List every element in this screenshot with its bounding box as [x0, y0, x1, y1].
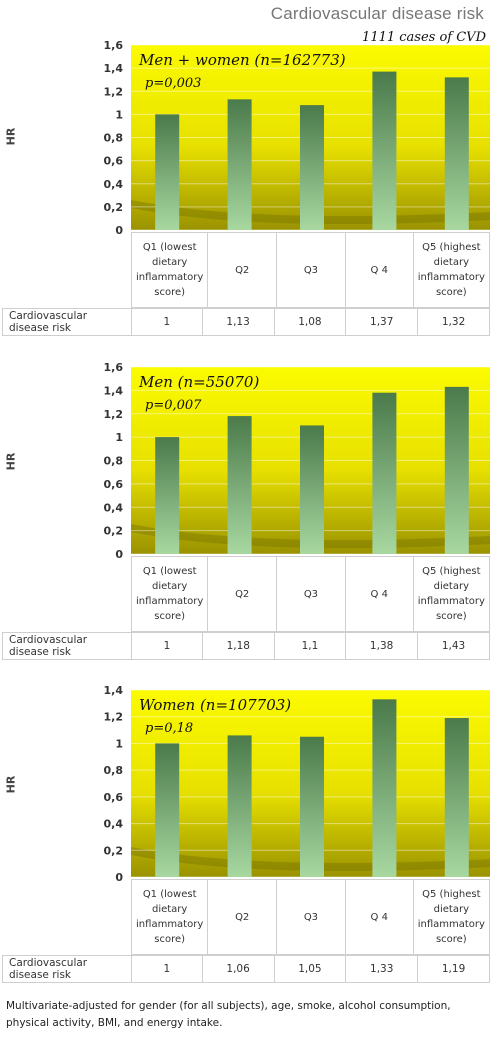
y-axis-label: HR — [4, 452, 18, 471]
value-cell: 1 — [130, 308, 203, 336]
category-label: Q3 — [276, 232, 346, 308]
row-label: Cardiovascular disease risk — [2, 955, 132, 983]
background-sheen — [131, 200, 490, 224]
y-tick-label: 1 — [115, 737, 123, 750]
y-tick-label: 0 — [115, 224, 123, 237]
y-tick-label: 0,8 — [104, 764, 124, 777]
y-tick-label: 0,6 — [104, 478, 124, 491]
series-annotation: Women (n=107703) — [139, 696, 291, 714]
bar-1 — [155, 114, 180, 230]
y-axis-label: HR — [4, 127, 18, 146]
value-cell: 1,19 — [417, 955, 490, 983]
chart-svg-2: 0 0,2 0,4 0,6 0,8 1 1,2 1,4 1,6 Men (n=55070) p=0,… — [104, 361, 490, 560]
bar-2 — [227, 735, 252, 877]
row-label: Cardiovascular disease risk — [2, 308, 132, 336]
y-tick-label: 0,2 — [104, 525, 124, 538]
bar-3 — [300, 736, 324, 877]
bar-5 — [444, 386, 469, 554]
y-tick-label: 1,4 — [104, 684, 124, 697]
value-cell: 1,05 — [273, 955, 347, 983]
bar-4 — [372, 699, 397, 877]
bar-1 — [155, 743, 180, 877]
p-value-annotation: p=0,18 — [145, 721, 193, 736]
series-annotation: Men + women (n=162773) — [138, 51, 346, 69]
y-tick-label: 0,8 — [104, 455, 124, 468]
category-label: Q2 — [207, 556, 278, 632]
p-value-annotation: p=0,007 — [145, 398, 202, 413]
footnote: Multivariate-adjusted for gender (for al… — [6, 1000, 451, 1029]
category-label: Q2 — [207, 879, 278, 955]
series-annotation: Men (n=55070) — [138, 373, 259, 391]
background-sheen — [131, 524, 490, 548]
y-tick-label: 1 — [115, 431, 123, 444]
category-label: Q5 (highest dietary inflammatory score) — [412, 232, 490, 308]
y-tick-label: 0,4 — [104, 818, 124, 831]
y-tick-label: 0,4 — [104, 501, 124, 514]
y-tick-label: 1,4 — [104, 384, 124, 397]
bar-5 — [444, 718, 469, 877]
chart-svg-3: 0 0,2 0,4 0,6 0,8 1 1,2 1,4 Women (n=107703) p=0,… — [104, 684, 490, 884]
value-cell: 1,13 — [201, 308, 275, 336]
category-table: Q1 (lowest dietary inflammatory score) Q… — [130, 556, 490, 632]
y-tick-label: 0 — [115, 548, 123, 560]
bar-4 — [372, 392, 397, 554]
category-label: Q 4 — [344, 879, 414, 955]
bar-3 — [300, 105, 324, 230]
category-label: Q2 — [207, 232, 278, 308]
value-cell: 1 — [130, 955, 203, 983]
y-tick-label: 0,2 — [104, 201, 124, 214]
value-cell: 1,1 — [273, 632, 347, 660]
bar-3 — [300, 425, 324, 554]
bar-5 — [444, 77, 469, 230]
value-table: Cardiovascular disease risk 1 1,06 1,05 … — [2, 955, 490, 983]
value-cell: 1,43 — [417, 632, 490, 660]
value-cell: 1,33 — [345, 955, 419, 983]
category-label: Q3 — [276, 879, 346, 955]
value-cell: 1,32 — [417, 308, 490, 336]
chart-svg-1: 0 0,2 0,4 0,6 0,8 1 1,2 1,4 1,6 Men + women (n=16… — [104, 39, 490, 237]
y-axis-label: HR — [4, 775, 18, 794]
value-table: Cardiovascular disease risk 1 1,18 1,1 1… — [1, 632, 490, 660]
y-tick-label: 1,2 — [104, 408, 124, 421]
bar-4 — [372, 71, 397, 230]
value-table: Cardiovascular disease risk 1 1,13 1,08 … — [2, 308, 490, 336]
category-table: Q1 (lowest dietary inflammatory score) Q… — [130, 879, 490, 955]
category-label: Q3 — [276, 556, 346, 632]
bar-1 — [155, 437, 180, 554]
value-cell: 1,08 — [273, 308, 347, 336]
value-cell: 1,37 — [345, 308, 419, 336]
y-tick-label: 0,2 — [104, 844, 124, 857]
bar-2 — [227, 99, 252, 230]
row-label: Cardiovascular disease risk — [1, 632, 133, 660]
y-tick-label: 1,6 — [104, 361, 124, 374]
y-tick-label: 1,2 — [104, 85, 124, 98]
category-label: Q5 (highest dietary inflammatory score) — [412, 556, 490, 632]
page-subtitle: 1111 cases of CVD — [362, 30, 486, 45]
y-tick-label: 0 — [115, 871, 123, 884]
category-label: Q 4 — [344, 556, 414, 632]
page-title: Cardiovascular disease risk — [270, 4, 484, 23]
value-cell: 1,38 — [345, 632, 419, 660]
value-cell: 1 — [131, 632, 203, 660]
p-value-annotation: p=0,003 — [145, 76, 201, 91]
y-tick-label: 1 — [115, 108, 123, 121]
y-tick-label: 0,6 — [104, 791, 124, 804]
value-cell: 1,06 — [201, 955, 275, 983]
y-tick-label: 0,8 — [104, 132, 124, 145]
y-tick-label: 1,6 — [104, 39, 124, 52]
bar-2 — [227, 416, 252, 554]
y-tick-label: 1,2 — [104, 711, 124, 724]
category-label: Q1 (lowest dietary inflammatory score) — [130, 232, 209, 308]
category-label: Q 4 — [344, 232, 414, 308]
background-sheen — [131, 847, 490, 871]
y-tick-label: 0,6 — [104, 155, 124, 168]
category-label: Q1 (lowest dietary inflammatory score) — [130, 556, 209, 632]
y-tick-label: 0,4 — [104, 178, 124, 191]
category-table: Q1 (lowest dietary inflammatory score) Q… — [130, 232, 490, 308]
category-label: Q1 (lowest dietary inflammatory score) — [130, 879, 209, 955]
value-cell: 1,18 — [201, 632, 275, 660]
y-tick-label: 1,4 — [104, 62, 124, 75]
category-label: Q5 (highest dietary inflammatory score) — [412, 879, 490, 955]
